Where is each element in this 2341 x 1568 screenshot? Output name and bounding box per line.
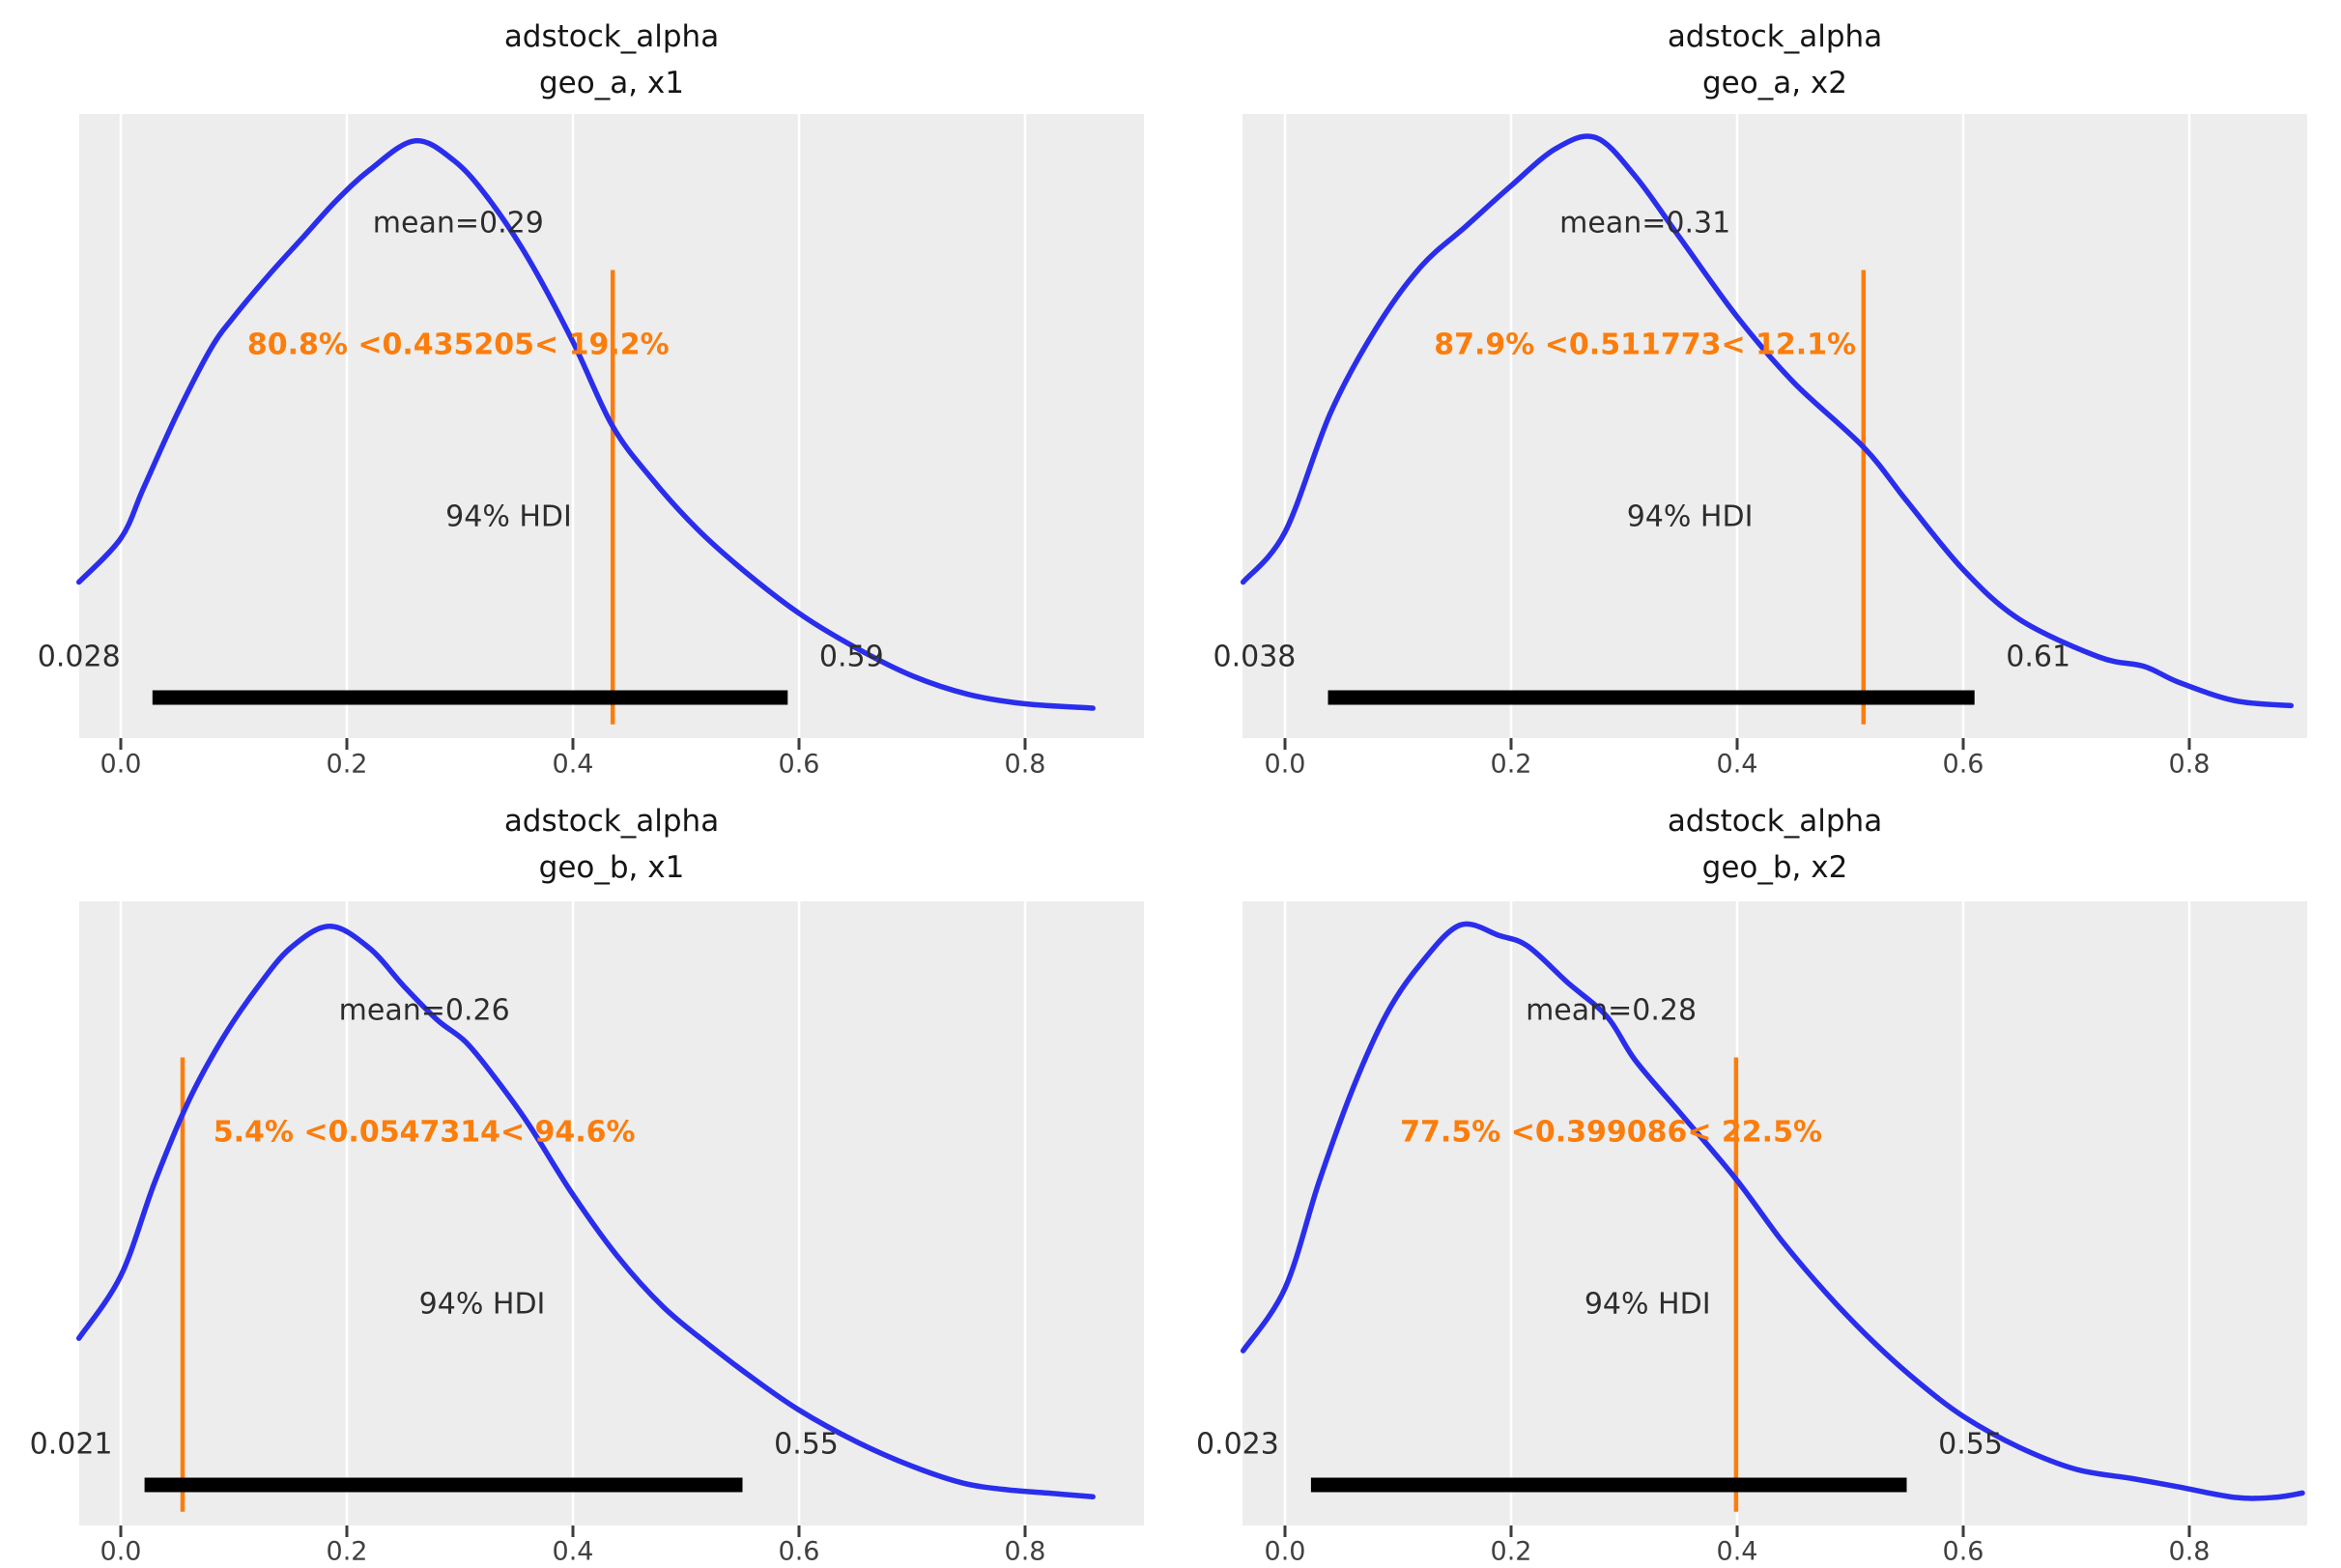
panel-title-line1: adstock_alpha	[1667, 19, 1883, 54]
x-tick-label: 0.4	[1716, 1536, 1758, 1567]
hdi-high-label: 0.59	[818, 640, 884, 674]
x-tick-label: 0.0	[1264, 1536, 1306, 1567]
ref-value-annotation: 87.9% <0.511773< 12.1%	[1434, 328, 1857, 362]
x-tick-label: 0.8	[1004, 1536, 1046, 1567]
x-tick-label: 0.2	[1490, 1536, 1532, 1567]
x-tick-label: 0.0	[100, 749, 142, 780]
x-tick-label: 0.0	[100, 1536, 142, 1567]
x-tick-label: 0.6	[1942, 749, 1984, 780]
hdi-low-label: 0.021	[29, 1427, 113, 1462]
panel-title-line1: adstock_alpha	[1667, 804, 1883, 839]
panel-title: adstock_alpha geo_a, x1	[504, 14, 719, 106]
hdi-interval-label: 94% HDI	[1584, 1287, 1711, 1322]
x-tick-label: 0.8	[2168, 749, 2211, 780]
x-tick-label: 0.6	[778, 749, 820, 780]
mean-annotation: mean=0.29	[372, 206, 544, 241]
panel-title-line2: geo_b, x1	[538, 850, 685, 885]
x-tick-label: 0.2	[326, 1536, 368, 1567]
hdi-interval-label: 94% HDI	[1626, 499, 1754, 534]
panel-title: adstock_alpha geo_b, x2	[1668, 798, 1882, 891]
x-tick-label: 0.4	[552, 749, 594, 780]
panel-title-line1: adstock_alpha	[503, 804, 720, 839]
ref-value-annotation: 80.8% <0.435205< 19.2%	[246, 328, 670, 362]
panel-title-line2: geo_a, x1	[539, 66, 684, 100]
x-tick-label: 0.6	[1942, 1536, 1984, 1567]
hdi-interval-label: 94% HDI	[418, 1287, 546, 1322]
hdi-interval-label: 94% HDI	[445, 499, 572, 534]
x-tick-label: 0.4	[1716, 749, 1758, 780]
panel-title-line2: geo_b, x2	[1701, 850, 1848, 885]
hdi-low-label: 0.023	[1195, 1427, 1279, 1462]
x-tick-label: 0.2	[1490, 749, 1532, 780]
x-tick-label: 0.8	[1004, 749, 1046, 780]
panel-title-line2: geo_a, x2	[1702, 66, 1847, 100]
ref-value-annotation: 5.4% <0.0547314< 94.6%	[213, 1115, 636, 1150]
x-tick-label: 0.6	[778, 1536, 820, 1567]
x-tick-label: 0.2	[326, 749, 368, 780]
x-tick-label: 0.4	[552, 1536, 594, 1567]
hdi-high-label: 0.55	[774, 1427, 839, 1462]
x-tick-label: 0.0	[1264, 749, 1306, 780]
panel-title: adstock_alpha geo_b, x1	[504, 798, 719, 891]
mean-annotation: mean=0.31	[1559, 206, 1731, 241]
panel-title: adstock_alpha geo_a, x2	[1668, 14, 1882, 106]
ref-value-annotation: 77.5% <0.399086< 22.5%	[1400, 1115, 1823, 1150]
hdi-low-label: 0.038	[1213, 640, 1297, 674]
x-tick-label: 0.8	[2168, 1536, 2211, 1567]
panel-title-line1: adstock_alpha	[503, 19, 720, 54]
mean-annotation: mean=0.26	[338, 993, 510, 1028]
hdi-low-label: 0.028	[37, 640, 121, 674]
hdi-high-label: 0.61	[2006, 640, 2071, 674]
mean-annotation: mean=0.28	[1526, 993, 1698, 1028]
hdi-high-label: 0.55	[1938, 1427, 2003, 1462]
